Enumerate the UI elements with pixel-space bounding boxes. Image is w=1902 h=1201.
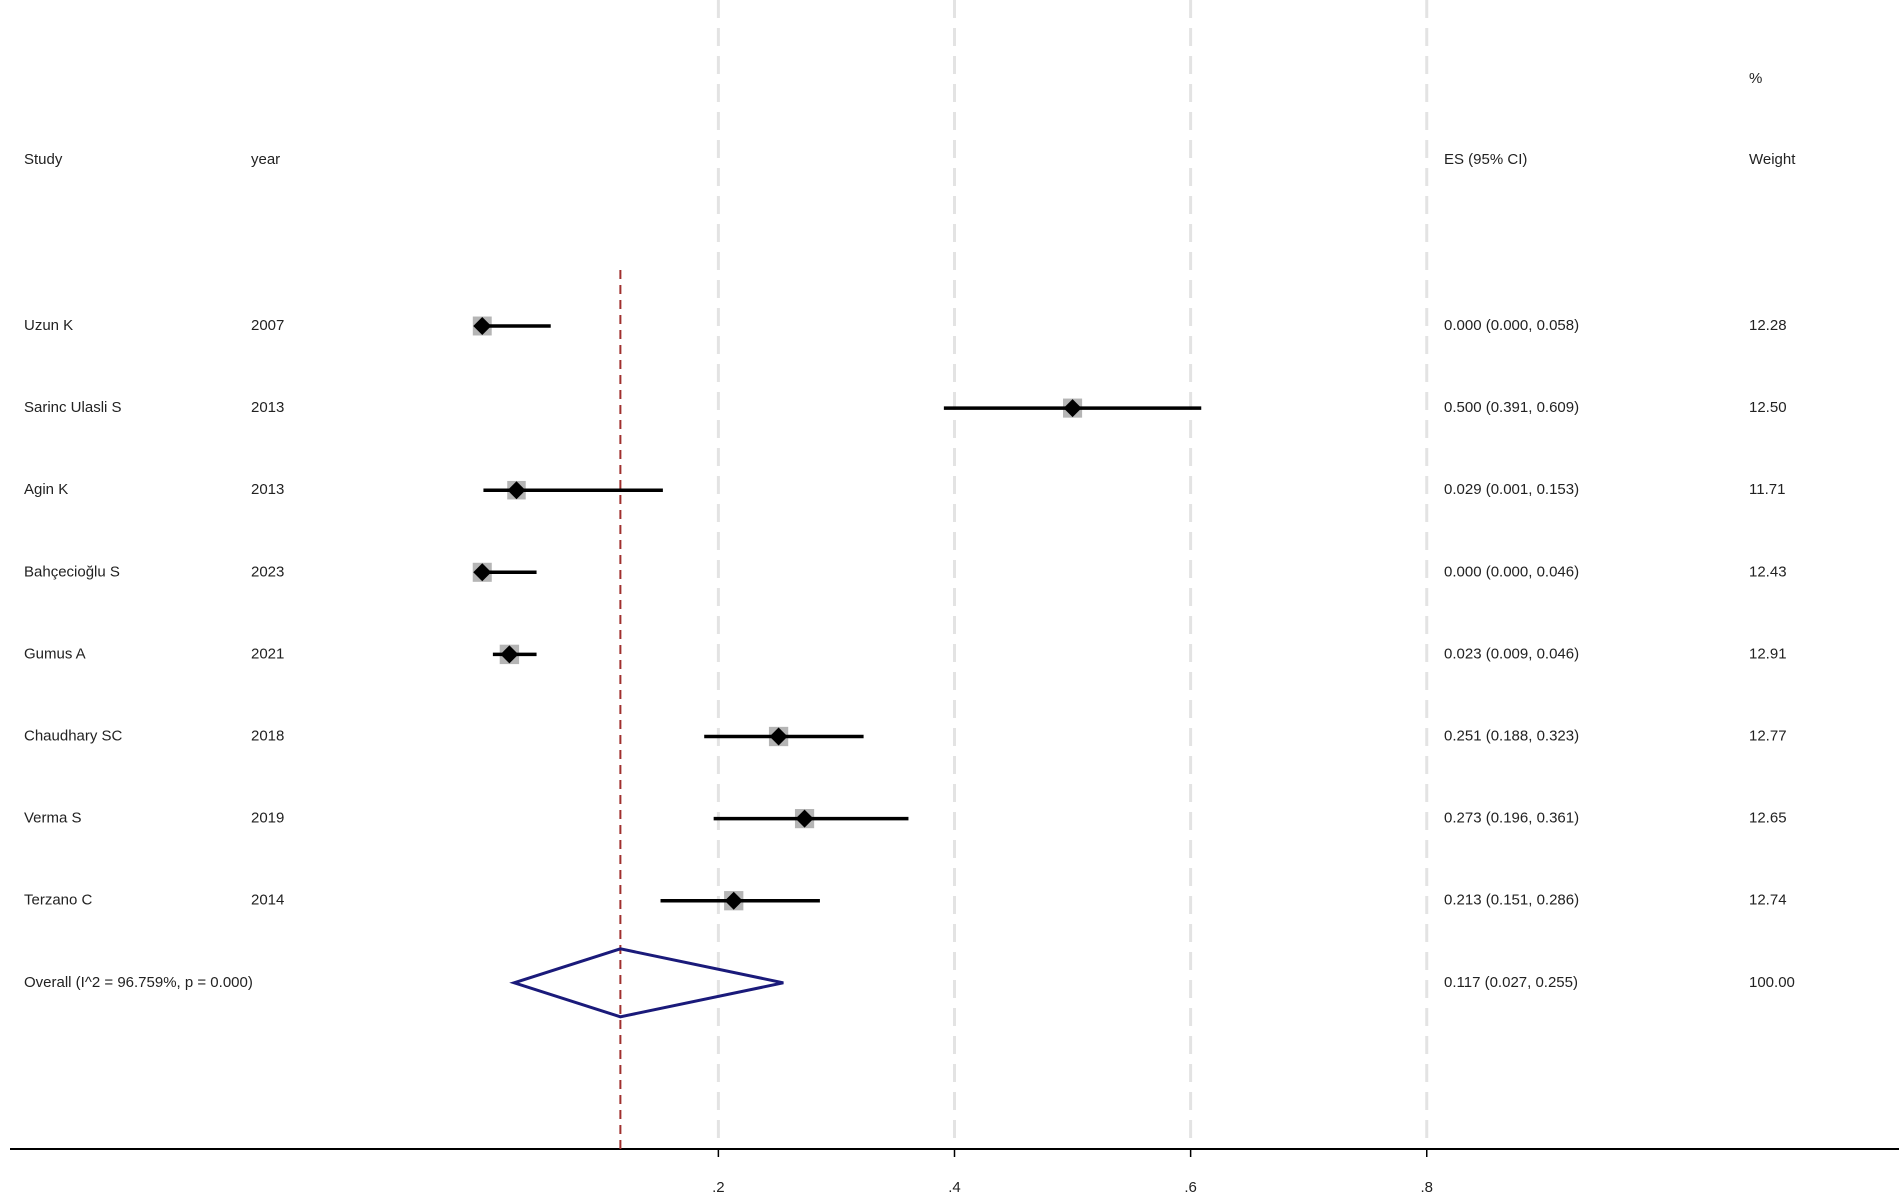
study-year: 2014	[251, 892, 284, 909]
study-year: 2013	[251, 399, 284, 416]
study-year: 2019	[251, 810, 284, 827]
es-label: 0.000 (0.000, 0.046)	[1444, 563, 1579, 580]
point-estimate	[500, 645, 519, 664]
weight-label: 12.77	[1749, 727, 1787, 744]
header-weight-top: %	[1749, 70, 1762, 87]
header-es: ES (95% CI)	[1444, 151, 1527, 168]
x-tick-label: .2	[712, 1179, 725, 1196]
point-estimate	[473, 563, 492, 582]
es-label: 0.500 (0.391, 0.609)	[1444, 399, 1579, 416]
es-label: 0.029 (0.001, 0.153)	[1444, 481, 1579, 498]
header-study: Study	[24, 151, 63, 168]
weight-label: 12.65	[1749, 810, 1787, 827]
study-year: 2018	[251, 727, 284, 744]
study-year: 2007	[251, 317, 284, 334]
point-estimate	[724, 891, 743, 910]
point-estimate	[1063, 399, 1082, 418]
overall-weight-label: 100.00	[1749, 974, 1795, 991]
point-estimate	[507, 481, 526, 500]
study-name: Uzun K	[24, 317, 73, 334]
header-year: year	[251, 151, 280, 168]
point-estimate	[795, 809, 814, 828]
study-year: 2013	[251, 481, 284, 498]
x-tick-label: .6	[1184, 1179, 1197, 1196]
es-label: 0.000 (0.000, 0.058)	[1444, 317, 1579, 334]
study-year: 2023	[251, 563, 284, 580]
study-name: Sarinc Ulasli S	[24, 399, 122, 416]
overall-diamond	[509, 947, 784, 1019]
weight-label: 11.71	[1749, 481, 1785, 498]
weight-label: 12.91	[1749, 645, 1787, 662]
es-label: 0.273 (0.196, 0.361)	[1444, 810, 1579, 827]
es-label: 0.213 (0.151, 0.286)	[1444, 892, 1579, 909]
study-name: Agin K	[24, 481, 68, 498]
study-name: Terzano C	[24, 892, 93, 909]
es-label: 0.023 (0.009, 0.046)	[1444, 645, 1579, 662]
overall-label: Overall (I^2 = 96.759%, p = 0.000)	[24, 974, 253, 991]
header-weight: Weight	[1749, 151, 1796, 168]
weight-label: 12.74	[1749, 892, 1787, 909]
study-name: Verma S	[24, 810, 82, 827]
study-name: Bahçecioğlu S	[24, 563, 120, 580]
point-estimate	[473, 317, 492, 335]
es-label: 0.251 (0.188, 0.323)	[1444, 727, 1579, 744]
study-year: 2021	[251, 645, 284, 662]
study-name: Chaudhary SC	[24, 727, 123, 744]
overall-es-label: 0.117 (0.027, 0.255)	[1444, 974, 1578, 991]
x-tick-label: .4	[948, 1179, 961, 1196]
weight-label: 12.43	[1749, 563, 1787, 580]
weight-label: 12.28	[1749, 317, 1787, 334]
x-tick-label: .8	[1420, 1179, 1433, 1196]
weight-label: 12.50	[1749, 399, 1787, 416]
study-name: Gumus A	[24, 645, 86, 662]
point-estimate	[769, 727, 788, 746]
